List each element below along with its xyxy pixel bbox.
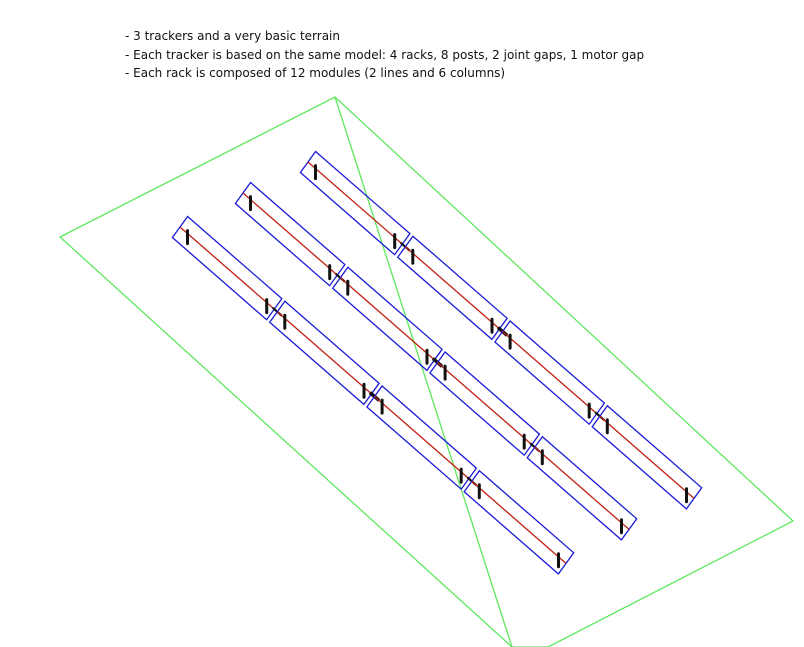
torque-tube (471, 480, 567, 564)
tracker-2 (234, 181, 638, 541)
rack-outline (331, 266, 443, 372)
torque-tube (374, 396, 470, 480)
torque-tube (404, 246, 500, 330)
rack-outline (299, 150, 411, 256)
torque-tube (339, 277, 435, 361)
torque-tube (276, 311, 372, 395)
tracker-3 (299, 150, 703, 510)
tracker-1 (171, 215, 575, 575)
rack-outline (396, 235, 508, 341)
note-line-1: - 3 trackers and a very basic terrain (125, 29, 340, 43)
rack-outline (463, 469, 575, 575)
rack-outline (526, 435, 638, 541)
trackers (171, 150, 703, 575)
torque-tube (502, 331, 598, 415)
terrain-outline (58, 96, 795, 647)
rack-outline (268, 300, 380, 406)
torque-tube (242, 192, 338, 276)
note-line-2: - Each tracker is based on the same mode… (125, 47, 645, 62)
terrain (58, 96, 795, 647)
rack-outline (171, 215, 283, 321)
rack-outline (591, 404, 703, 510)
torque-tube (599, 415, 695, 499)
torque-tube (534, 446, 630, 530)
torque-tube (307, 161, 403, 245)
rack-outline (494, 320, 606, 426)
terrain-crease (334, 96, 513, 647)
rack-outline (366, 385, 478, 491)
torque-tube (179, 226, 275, 310)
note-line-3: - Each rack is composed of 12 modules (2… (125, 66, 506, 80)
rack-outline (429, 351, 541, 457)
description-notes: - 3 trackers and a very basic terrain - … (125, 27, 644, 83)
torque-tube (437, 362, 533, 446)
rack-outline (234, 181, 346, 287)
